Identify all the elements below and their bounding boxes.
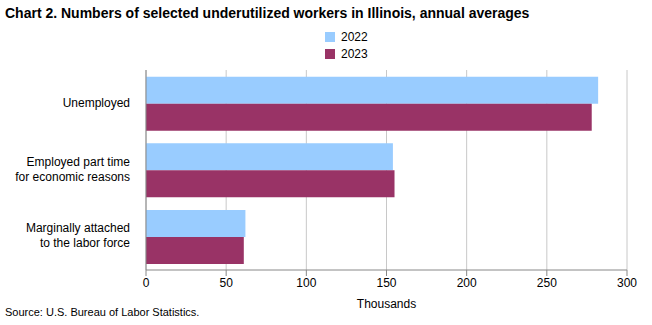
- svg-text:200: 200: [457, 276, 477, 290]
- svg-text:for economic reasons: for economic reasons: [15, 170, 130, 184]
- svg-text:to the labor force: to the labor force: [40, 236, 130, 250]
- svg-text:Employed part time: Employed part time: [27, 155, 131, 169]
- svg-text:50: 50: [219, 276, 233, 290]
- html-text:2023: 2023: [341, 46, 368, 61]
- svg-text:Marginally attached: Marginally attached: [26, 221, 130, 235]
- svg-text:Unemployed: Unemployed: [63, 96, 130, 110]
- svg-text:100: 100: [296, 276, 316, 290]
- svg-text:150: 150: [376, 276, 396, 290]
- html-text:Source: U.S. Bureau of Labor S: Source: U.S. Bureau of Labor Statistics.: [5, 306, 200, 318]
- svg-text:Thousands: Thousands: [357, 297, 416, 310]
- html-text:2022: 2022: [341, 29, 368, 44]
- svg-text:250: 250: [537, 276, 557, 290]
- svg-text:0: 0: [143, 276, 150, 290]
- html-text:Chart 2. Numbers of selected u: Chart 2. Numbers of selected underutiliz…: [5, 5, 530, 21]
- svg-text:300: 300: [617, 276, 637, 290]
